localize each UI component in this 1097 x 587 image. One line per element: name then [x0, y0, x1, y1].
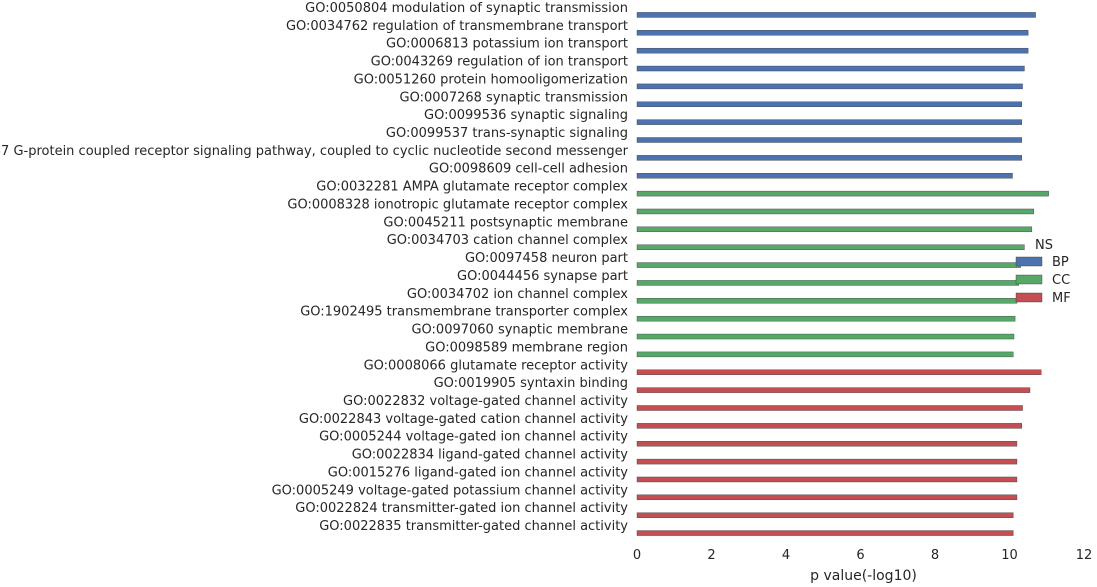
category-label-23: GO:0022832 voltage-gated channel activit… [343, 394, 628, 409]
bar-7 [636, 119, 1022, 125]
category-label-21: GO:0008066 glutamate receptor activity [364, 358, 629, 373]
legend: NS BP CC MF [1015, 238, 1071, 306]
x-tick-label-10: 10 [1001, 548, 1018, 563]
bar-25 [636, 441, 1018, 447]
category-label-22: GO:0019905 syntaxin binding [434, 376, 628, 391]
bar-20 [636, 351, 1014, 358]
bar-1 [636, 12, 1036, 18]
category-label-24: GO:0022843 voltage-gated cation channel … [299, 412, 628, 427]
bar-10 [636, 173, 1013, 179]
category-label-14: GO:0034703 cation channel complex [387, 233, 629, 248]
x-axis-label: p value(-log10) [810, 568, 917, 584]
x-tick-label-2: 2 [707, 548, 715, 563]
bar-8 [636, 137, 1022, 143]
bar-5 [636, 83, 1023, 90]
x-tick-label-6: 6 [856, 548, 864, 563]
category-label-30: GO:0022835 transmitter-gated channel act… [319, 519, 628, 534]
category-label-16: GO:0044456 synapse part [457, 269, 628, 284]
category-label-29: GO:0022824 transmitter-gated ion channel… [295, 501, 628, 516]
legend-swatch-bp [1015, 256, 1043, 267]
category-label-25: GO:0005244 voltage-gated ion channel act… [319, 430, 628, 445]
legend-label-cc: CC [1052, 273, 1070, 288]
category-label-11: GO:0032281 AMPA glutamate receptor compl… [316, 180, 628, 195]
category-label-15: GO:0097458 neuron part [465, 251, 628, 266]
legend-label-bp: BP [1052, 255, 1069, 270]
category-label-9: GO:0007187 G-protein coupled receptor si… [0, 144, 629, 159]
bar-29 [636, 512, 1014, 518]
category-labels: GO:0050804 modulation of synaptic transm… [0, 1, 629, 534]
bar-17 [636, 298, 1018, 304]
x-tick-label-4: 4 [782, 548, 790, 563]
category-label-13: GO:0045211 postsynaptic membrane [383, 215, 628, 230]
category-label-20: GO:0098589 membrane region [425, 340, 628, 355]
category-label-2: GO:0034762 regulation of transmembrane t… [286, 19, 628, 34]
bar-23 [636, 405, 1023, 411]
category-label-10: GO:0098609 cell-cell adhesion [429, 162, 628, 177]
category-label-1: GO:0050804 modulation of synaptic transm… [305, 1, 628, 16]
bar-19 [636, 333, 1015, 340]
category-label-7: GO:0099536 synaptic signaling [424, 108, 628, 123]
bar-12 [636, 208, 1034, 215]
legend-title: NS [1035, 238, 1053, 253]
bar-9 [636, 155, 1022, 161]
bar-4 [636, 65, 1025, 72]
category-label-12: GO:0008328 ionotropic glutamate receptor… [287, 197, 628, 212]
bar-30 [636, 530, 1014, 536]
bar-2 [636, 30, 1029, 36]
category-label-4: GO:0043269 regulation of ion transport [371, 55, 628, 70]
category-label-3: GO:0006813 potassium ion transport [386, 37, 628, 52]
legend-swatch-cc [1015, 274, 1043, 285]
category-label-5: GO:0051260 protein homooligomerization [354, 72, 628, 87]
bar-26 [636, 458, 1018, 465]
bar-3 [636, 47, 1029, 54]
category-label-27: GO:0015276 ligand-gated ion channel acti… [328, 465, 629, 480]
bar-28 [636, 494, 1018, 501]
category-label-17: GO:0034702 ion channel complex [407, 287, 628, 302]
bar-18 [636, 315, 1016, 322]
bar-27 [636, 476, 1018, 483]
x-tick-label-0: 0 [633, 548, 641, 563]
bar-21 [636, 369, 1042, 375]
x-tick-label-12: 12 [1076, 548, 1093, 563]
legend-swatch-mf [1015, 292, 1043, 303]
bar-22 [636, 387, 1031, 393]
legend-label-mf: MF [1052, 291, 1071, 306]
bar-11 [636, 190, 1049, 197]
category-label-8: GO:0099537 trans-synaptic signaling [386, 126, 628, 141]
category-label-26: GO:0022834 ligand-gated channel activity [352, 448, 629, 463]
category-label-6: GO:0007268 synaptic transmission [400, 90, 628, 105]
bar-14 [636, 244, 1025, 250]
bar-15 [636, 262, 1021, 268]
bar-16 [636, 280, 1020, 286]
bar-24 [636, 423, 1022, 429]
category-label-28: GO:0005249 voltage-gated potassium chann… [272, 483, 629, 498]
category-label-18: GO:1902495 transmembrane transporter com… [300, 305, 628, 320]
category-label-19: GO:0097060 synaptic membrane [411, 323, 628, 338]
bar-13 [636, 226, 1033, 233]
x-tick-label-8: 8 [931, 548, 939, 563]
bar-6 [636, 101, 1022, 107]
x-axis-ticks: 0 2 4 6 8 10 12 [633, 548, 1092, 563]
bars-layer [636, 12, 1049, 536]
